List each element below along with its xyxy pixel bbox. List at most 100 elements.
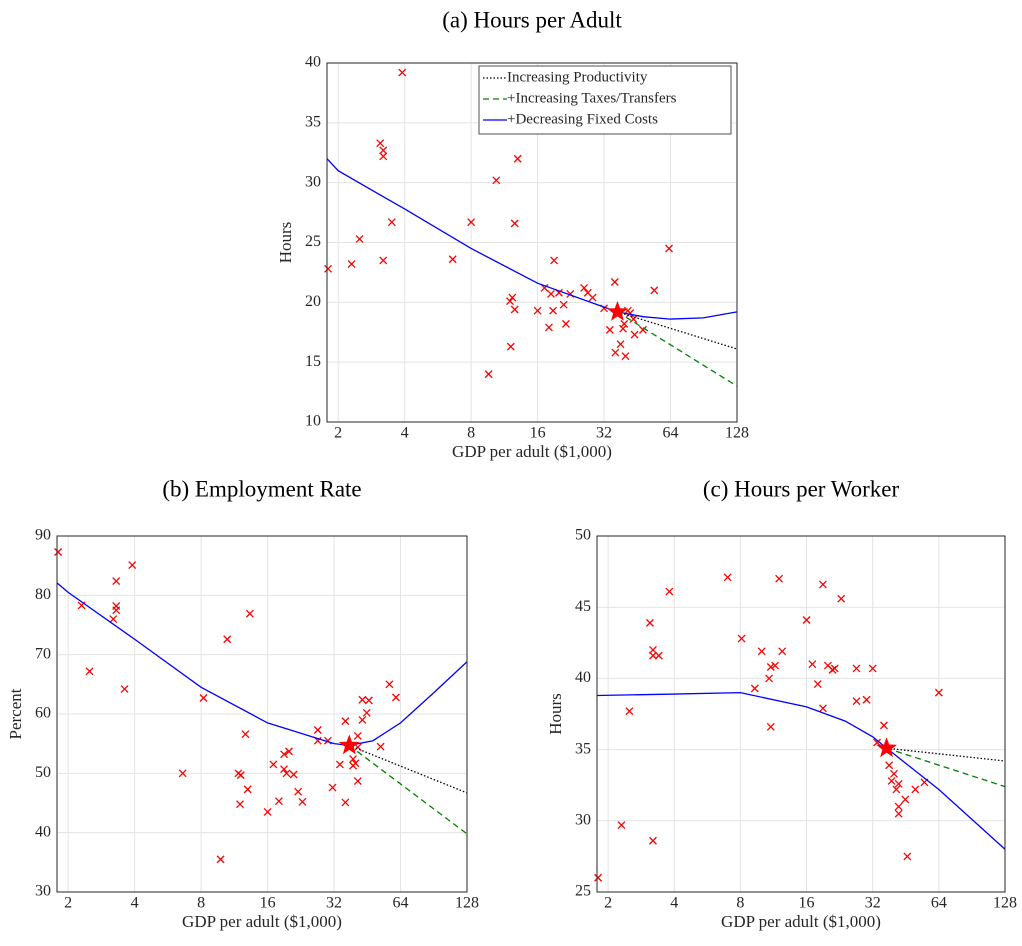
data-point	[766, 663, 775, 671]
data-point	[223, 635, 232, 644]
data-point	[506, 297, 514, 306]
y-tick-label: 25	[575, 883, 591, 900]
y-tick-label: 80	[35, 586, 51, 603]
data-point	[513, 154, 522, 163]
data-point	[120, 685, 129, 694]
data-point	[650, 286, 659, 295]
data-point	[620, 319, 629, 328]
data-point	[355, 234, 364, 243]
data-point	[852, 664, 861, 673]
axes-box	[326, 62, 738, 423]
x-tick-label: 2	[64, 895, 72, 912]
data-point	[351, 759, 360, 768]
y-tick-label: 10	[305, 413, 321, 430]
data-point	[757, 647, 766, 656]
data-point	[862, 695, 871, 704]
x-tick-label: 8	[197, 895, 205, 912]
chart-title: (b) Employment Rate	[162, 476, 361, 501]
data-point	[294, 787, 303, 796]
data-point	[819, 704, 827, 713]
y-tick-label: 35	[305, 114, 321, 131]
data-point	[892, 785, 901, 794]
y-axis-label: Percent	[6, 688, 25, 739]
data-point	[885, 761, 894, 770]
curve	[349, 744, 468, 794]
x-tick-label: 2	[334, 425, 342, 442]
data-point	[645, 618, 654, 627]
data-point	[358, 695, 367, 704]
x-tick-label: 2	[604, 895, 612, 912]
data-point	[887, 776, 896, 785]
data-point	[109, 615, 118, 624]
y-tick-label: 20	[305, 293, 321, 310]
y-tick-label: 50	[575, 527, 591, 544]
curve	[886, 747, 1006, 762]
y-tick-label: 45	[575, 598, 591, 615]
data-point	[112, 577, 121, 586]
x-tick-label: 64	[931, 895, 947, 912]
highlight-star	[338, 734, 360, 755]
data-point	[178, 769, 187, 778]
data-point	[547, 289, 555, 298]
data-point	[819, 580, 827, 589]
data-point	[347, 260, 356, 268]
x-tick-label: 16	[799, 895, 815, 912]
data-point	[341, 798, 350, 807]
data-point	[766, 722, 775, 731]
data-point	[285, 747, 293, 756]
data-point	[540, 284, 549, 292]
y-axis-label: Hours	[546, 693, 565, 735]
panel: 2 4 8 16 32 64 128 10 15 20 25 30 35 40 (a) Hours per …	[276, 7, 749, 461]
y-tick-label: 90	[35, 527, 51, 544]
data-point	[398, 68, 407, 77]
y-tick-label: 15	[305, 353, 321, 370]
data-point	[510, 305, 519, 314]
data-point	[236, 771, 245, 780]
data-point	[750, 684, 759, 693]
data-point	[868, 664, 877, 673]
highlight-star	[607, 300, 628, 321]
data-point	[561, 319, 570, 328]
x-tick-label: 4	[401, 425, 409, 442]
data-point	[737, 634, 746, 643]
data-point	[625, 707, 634, 716]
data-point	[280, 765, 289, 774]
data-point	[533, 306, 542, 315]
data-point	[448, 255, 457, 264]
x-axis-label: GDP per adult ($1,000)	[452, 442, 612, 461]
data-point	[387, 218, 396, 227]
y-tick-label: 40	[305, 54, 321, 71]
data-point	[594, 873, 603, 882]
data-point	[550, 256, 559, 265]
data-point	[549, 306, 558, 315]
data-point	[901, 795, 910, 804]
data-point	[282, 769, 291, 778]
y-tick-label: 30	[575, 811, 591, 828]
data-point	[894, 802, 903, 811]
data-point	[313, 726, 322, 734]
data-point	[112, 606, 121, 615]
legend-label: +Increasing Taxes/Transfers	[507, 90, 677, 106]
data-point	[385, 680, 394, 689]
data-point	[328, 783, 337, 792]
curve	[56, 582, 468, 747]
data-point	[353, 777, 362, 786]
data-point	[274, 797, 283, 806]
x-tick-label: 4	[131, 895, 139, 912]
data-point	[665, 587, 674, 596]
data-point	[559, 300, 568, 309]
data-point	[128, 561, 137, 570]
data-point	[379, 146, 388, 155]
data-point	[830, 664, 839, 673]
data-point	[654, 651, 663, 660]
data-point	[245, 609, 254, 618]
data-point	[376, 139, 385, 148]
data-point	[241, 730, 250, 739]
y-tick-label: 40	[35, 823, 51, 840]
data-point	[771, 661, 780, 670]
x-tick-label: 128	[455, 895, 479, 912]
x-tick-label: 8	[467, 425, 475, 442]
y-tick-label: 25	[305, 233, 321, 250]
data-point	[723, 573, 732, 582]
